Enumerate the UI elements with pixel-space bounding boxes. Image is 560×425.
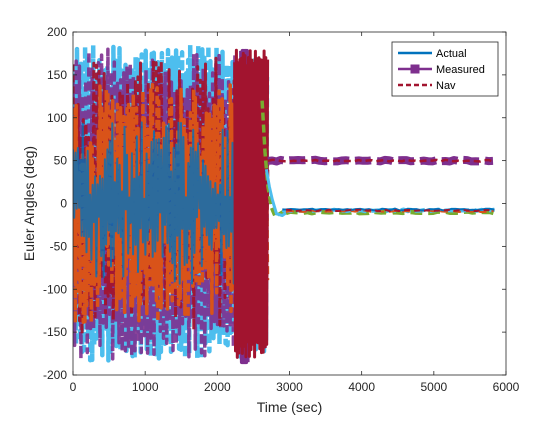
- x-tick-label: 6000: [493, 380, 520, 394]
- y-tick-label: -150: [43, 325, 67, 339]
- y-tick-label: -50: [50, 239, 68, 253]
- y-axis-label: Euler Angles (deg): [21, 146, 37, 261]
- x-tick-label: 4000: [348, 380, 375, 394]
- x-tick-label: 3000: [276, 380, 303, 394]
- legend-label: Measured: [436, 64, 485, 76]
- series-nav-spike: [233, 48, 270, 359]
- legend: Actual Measured Nav: [391, 41, 499, 97]
- legend-marker: [410, 64, 420, 74]
- y-tick-label: 150: [47, 68, 67, 82]
- ticks-layer: 0 1000 2000 3000 4000 5000 6000-200-150-100-50…: [43, 25, 520, 394]
- y-tick-label: 100: [47, 111, 67, 125]
- series-cyan-transition: [264, 168, 291, 217]
- legend-label: Nav: [436, 80, 456, 92]
- series-nav-settled: [285, 208, 494, 213]
- x-tick-label: 1000: [132, 380, 159, 394]
- series-layer: [73, 42, 495, 365]
- x-axis-label: Time (sec): [257, 399, 323, 415]
- x-tick-label: 2000: [204, 380, 231, 394]
- x-tick-label: 5000: [420, 380, 447, 394]
- legend-label: Actual: [436, 48, 467, 60]
- y-tick-label: -200: [43, 368, 67, 382]
- y-tick-label: 50: [54, 154, 68, 168]
- y-tick-label: 200: [47, 25, 67, 39]
- x-tick-label: 0: [70, 380, 77, 394]
- y-tick-label: -100: [43, 282, 67, 296]
- y-tick-label: 0: [60, 197, 67, 211]
- series-nav-pitch-settled: [267, 158, 494, 163]
